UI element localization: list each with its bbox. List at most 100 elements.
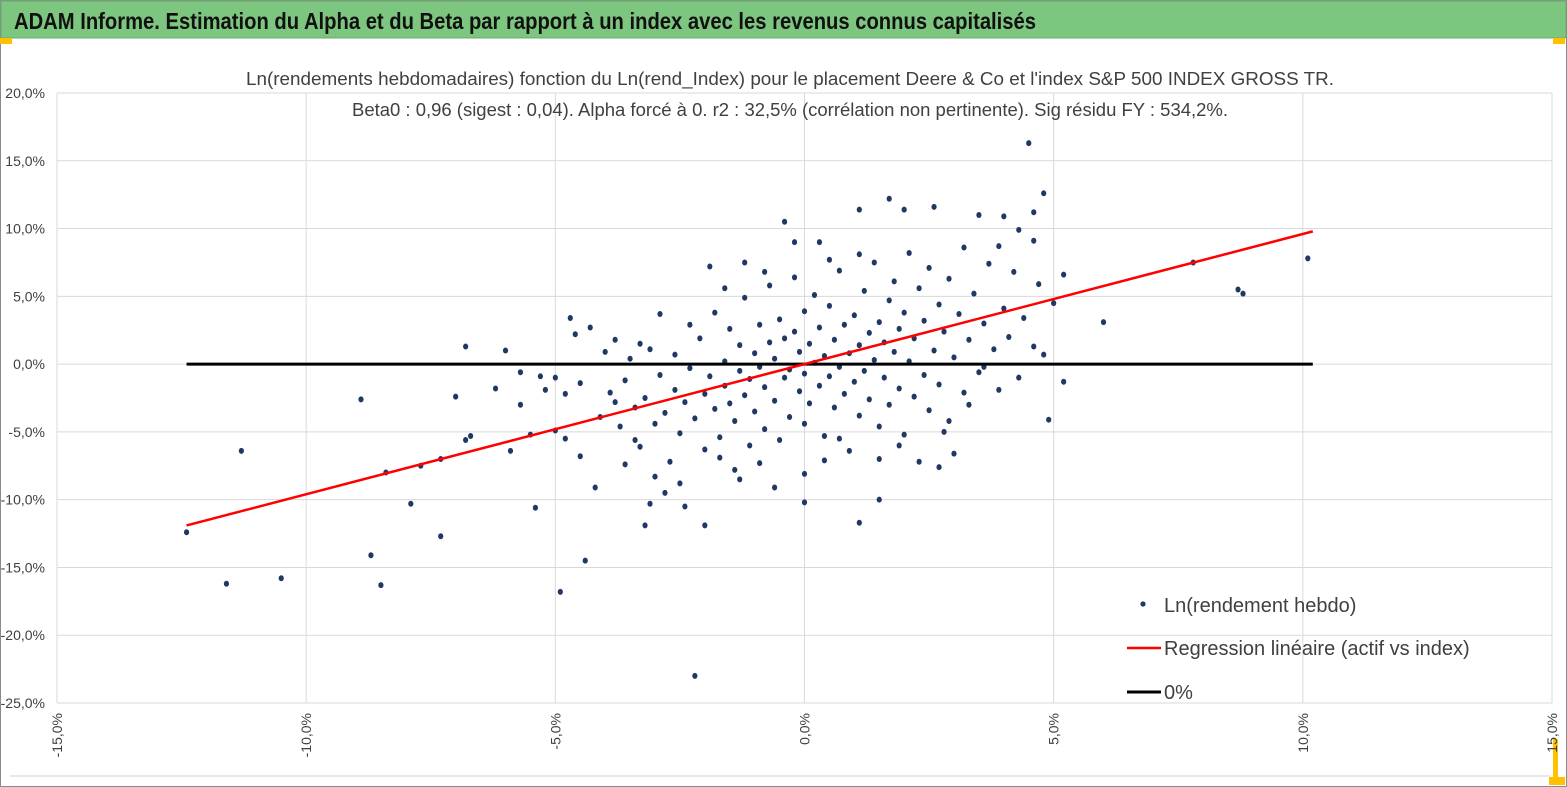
data-point [801,370,808,377]
data-point [1036,281,1042,288]
data-point [1011,268,1017,275]
data-point [816,324,823,331]
data-point [921,317,927,324]
data-point [836,435,842,442]
data-point [851,378,857,385]
data-point [936,381,942,388]
y-tick-label: -20,0% [1,627,45,643]
data-point [826,256,833,263]
data-point [876,423,882,430]
data-point [762,384,768,391]
data-point [737,476,743,483]
x-axis: -15,0% -10,0% -5,0% 0,0% 5,0% 10,0% 15,0% [49,713,1560,757]
data-point [996,386,1002,393]
data-point [976,212,982,218]
data-point [637,340,643,347]
data-point [577,453,583,460]
data-point [941,428,947,435]
data-point [1031,237,1037,244]
data-point [657,371,663,378]
data-point [976,369,982,376]
data-point [911,393,917,400]
data-point [707,373,713,380]
selection-handle [1553,38,1565,44]
regression-line [186,230,1314,527]
selection-handle [1553,739,1558,784]
data-point [901,206,907,213]
legend: Ln(rendement hebdo) Regression linéaire … [1127,595,1470,704]
data-point [871,357,877,364]
y-tick-label: 20,0% [5,85,45,101]
data-point [727,325,733,332]
data-point [468,432,474,439]
data-point [702,446,708,453]
chart-subtitle: Beta0 : 0,96 (sigest : 0,04). Alpha forc… [352,100,1228,120]
data-point [811,291,818,298]
data-point [1006,334,1012,340]
data-point [866,396,872,403]
data-point [896,325,902,332]
data-point [463,343,469,350]
data-point [861,287,867,294]
data-point [791,274,798,281]
data-point [801,420,808,427]
data-point [642,395,648,401]
data-point [856,251,862,258]
data-point [582,557,588,564]
data-point [916,285,922,292]
data-point [762,426,768,433]
data-point [642,522,648,529]
data-point [866,329,872,336]
data-point [936,301,942,308]
data-point [637,443,643,450]
legend-label-points: Ln(rendement hebdo) [1164,595,1356,617]
data-point [692,672,698,679]
data-point [647,346,653,353]
data-point [921,371,927,378]
data-point [996,243,1002,250]
data-point [712,309,718,316]
data-point [378,582,384,589]
data-point [966,336,972,343]
data-point [786,413,793,420]
data-point [612,336,618,343]
data-point [891,278,897,285]
data-point [727,400,733,407]
data-point [502,347,509,354]
data-point [562,390,568,397]
data-point [826,302,833,309]
y-tick-label: 5,0% [13,288,45,304]
data-point [752,408,758,415]
selection-handle [1549,777,1565,785]
data-point [801,499,808,506]
data-point [1016,374,1022,381]
data-point [577,380,583,387]
data-point [951,450,957,457]
data-point [453,393,459,400]
data-point [463,437,469,444]
data-point [702,390,708,397]
data-point [791,239,798,246]
data-point [1051,300,1057,307]
data-point [537,373,543,380]
header-bar [0,0,1567,39]
data-point [652,420,658,427]
data-point [183,529,190,536]
data-point [1305,255,1311,262]
data-point [841,321,847,328]
data-point [826,373,833,380]
data-point [717,454,723,461]
data-point [991,346,997,353]
data-point [871,259,877,266]
data-point [981,320,987,327]
data-point [1046,416,1052,423]
data-point [697,335,703,342]
data-point [732,418,738,425]
data-point [846,447,852,454]
data-point [408,500,414,507]
data-point [1026,140,1032,147]
x-tick-label: 10,0% [1295,713,1311,753]
data-point [612,399,618,406]
data-point [856,519,862,526]
data-point [772,355,778,362]
